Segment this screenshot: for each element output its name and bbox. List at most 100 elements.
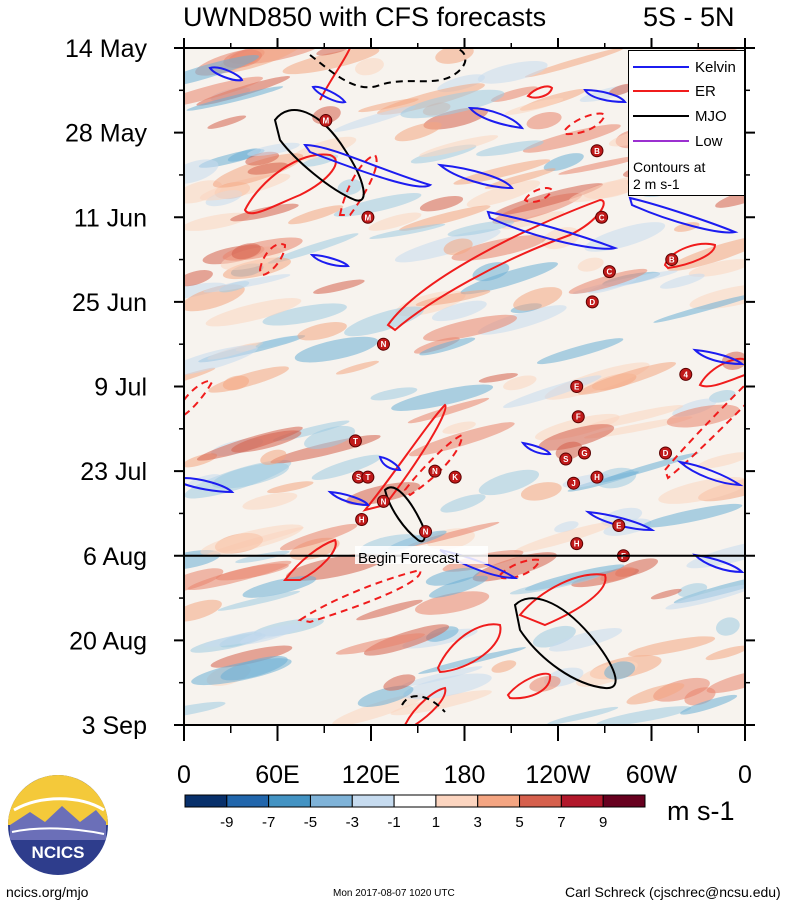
field-patch <box>689 283 745 310</box>
field-patch <box>316 48 354 56</box>
tc-marker: D <box>585 295 599 309</box>
field-patch <box>260 449 287 465</box>
field-patch <box>708 389 736 403</box>
kelvin-contour <box>486 210 619 250</box>
field-patch <box>418 647 526 674</box>
field-patch <box>215 563 289 581</box>
field-patch <box>653 293 745 323</box>
tc-marker: J <box>567 476 581 490</box>
field-patch <box>267 233 359 264</box>
field-patch <box>200 524 304 556</box>
tc-marker-label: F <box>576 413 581 422</box>
er-dashed-contour <box>258 243 287 277</box>
field-patch <box>294 336 379 363</box>
tc-marker-label: J <box>571 479 575 488</box>
field-patch <box>491 660 517 673</box>
field-patch <box>535 413 620 441</box>
field-patch <box>478 373 519 383</box>
field-patch <box>184 54 259 90</box>
field-patch <box>520 482 562 501</box>
colorbar-swatch <box>351 794 395 808</box>
kelvin-contour <box>309 253 350 268</box>
kelvin-contour <box>467 106 525 130</box>
tc-marker-dot <box>319 114 333 128</box>
er-contour <box>404 686 447 725</box>
field-patch <box>476 140 544 157</box>
kelvin-contour <box>208 66 244 82</box>
field-patch <box>358 98 419 113</box>
field-patch <box>549 628 623 652</box>
tc-marker-dot <box>659 446 673 460</box>
field-patch <box>429 575 488 598</box>
er-contour <box>436 623 502 674</box>
tc-marker-dot <box>376 494 390 508</box>
field-patch <box>345 482 421 505</box>
kelvin-contour <box>584 510 656 532</box>
kelvin-contour <box>436 163 514 190</box>
tc-marker-label: H <box>594 473 600 482</box>
field-patch <box>503 375 537 391</box>
legend-label: Low <box>695 132 723 150</box>
y-tick-label: 6 Aug <box>83 543 147 571</box>
field-patch <box>184 701 226 720</box>
er-contour <box>282 538 337 581</box>
tc-marker-dot <box>590 470 604 484</box>
tc-marker-dot <box>559 452 573 466</box>
tc-marker-dot <box>570 380 584 393</box>
tc-marker-dot <box>577 446 591 460</box>
field-patch <box>279 523 358 551</box>
begin-forecast-bg <box>355 546 488 564</box>
field-patch <box>401 666 483 687</box>
footer-url[interactable]: ncics.org/mjo <box>6 884 89 900</box>
field-patch <box>235 550 290 564</box>
tc-marker-label: D <box>663 449 669 458</box>
field-patch <box>596 706 692 725</box>
field-patch <box>490 86 538 102</box>
field-patch <box>335 360 379 375</box>
field-patch <box>425 567 480 586</box>
field-patch <box>399 205 491 231</box>
er-contour <box>698 357 745 388</box>
field-patch <box>650 588 682 600</box>
field-patch <box>477 60 548 84</box>
field-patch <box>453 159 551 185</box>
field-patch <box>247 142 300 157</box>
logo-text: NCICS <box>32 843 85 862</box>
field-patch <box>333 193 422 217</box>
field-patch <box>262 303 347 326</box>
legend-label: ER <box>695 82 716 100</box>
field-patch <box>431 300 487 322</box>
tc-marker: F <box>571 410 585 424</box>
tc-marker-dot <box>419 525 433 539</box>
field-patch <box>242 575 317 598</box>
field-patch <box>217 590 300 611</box>
colorbar-swatch <box>184 794 228 808</box>
field-patch <box>440 494 486 513</box>
field-patch <box>642 503 743 528</box>
y-tick-label: 23 Jul <box>80 458 147 486</box>
er-dashed-contour <box>403 433 464 497</box>
field-patch <box>460 262 558 295</box>
tc-marker-label: N <box>381 497 387 506</box>
legend-label: MJO <box>695 107 727 125</box>
field-patch <box>577 361 676 395</box>
field-patch <box>369 223 446 239</box>
er-contour <box>243 153 337 215</box>
er-dashed-contour <box>338 153 378 216</box>
kelvin-contour <box>692 348 745 366</box>
tc-marker-label: S <box>563 455 569 464</box>
field-patch <box>242 492 298 510</box>
field-patch <box>581 405 684 430</box>
field-patch <box>478 469 540 496</box>
y-tick-label: 14 May <box>65 35 147 63</box>
field-patch <box>311 454 382 480</box>
tc-marker-label: C <box>599 213 605 222</box>
field-patch <box>608 83 635 96</box>
field-patch <box>211 462 290 489</box>
field-patch <box>419 135 499 157</box>
footer-author: Carl Schreck (cjschrec@ncsu.edu) <box>565 884 781 900</box>
tc-marker-dot <box>570 537 584 551</box>
field-patch <box>196 426 303 461</box>
tc-marker: H <box>570 537 584 551</box>
